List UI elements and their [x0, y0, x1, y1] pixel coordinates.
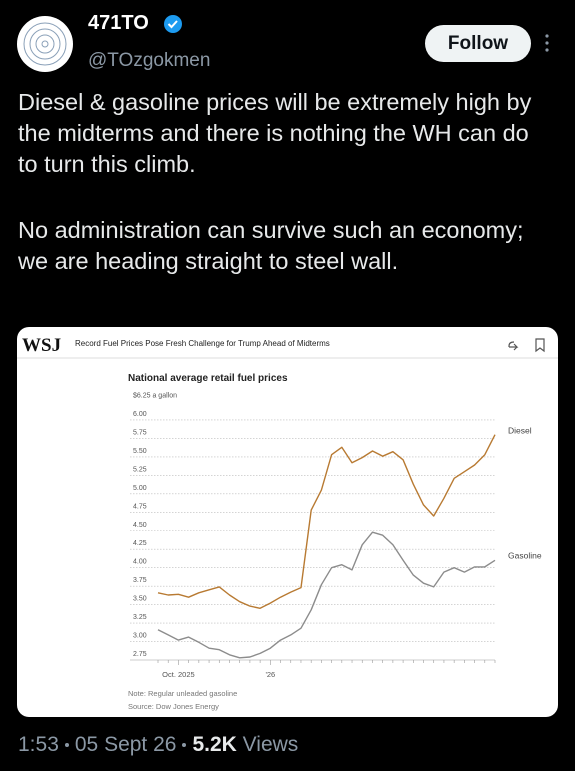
avatar — [17, 16, 73, 72]
separator — [182, 743, 187, 748]
bookmark-icon[interactable] — [535, 338, 545, 353]
link-card[interactable] — [17, 327, 558, 717]
y-tick-label: 4.50 — [133, 522, 147, 529]
y-tick-label: 3.50 — [133, 596, 147, 603]
y-tick-label: 4.75 — [133, 503, 147, 510]
card-headline: Record Fuel Prices Pose Fresh Challenge … — [75, 339, 330, 348]
views-count: 5.2K — [192, 733, 237, 756]
tweet-text: Diesel & gasoline prices will be extreme… — [18, 89, 532, 177]
x-tick-label: Oct. 2025 — [162, 670, 195, 679]
y-tick-label: 3.75 — [133, 577, 147, 584]
y-tick-label: 5.75 — [133, 429, 147, 436]
y-tick-label: 3.00 — [133, 633, 147, 640]
series-label: Diesel — [508, 426, 532, 436]
separator — [64, 743, 69, 748]
chart-note: Note: Regular unleaded gasoline — [128, 689, 237, 698]
tweet-meta: 1:53 05 Sept 26 5.2K Views — [18, 733, 298, 757]
share-icon[interactable] — [508, 341, 519, 351]
y-tick-label: $6.25 a gallon — [133, 393, 177, 400]
y-tick-label: 4.00 — [133, 559, 147, 566]
handle[interactable]: @TOzgokmen — [88, 50, 211, 71]
views-label: Views — [242, 733, 299, 756]
series-line — [157, 434, 496, 609]
y-tick-label: 2.75 — [133, 651, 147, 658]
series-label: Gasoline — [508, 550, 542, 560]
y-tick-label: 3.25 — [133, 614, 147, 621]
chart-title: National average retail fuel prices — [128, 373, 288, 384]
y-tick-label: 5.50 — [133, 448, 147, 455]
more-menu[interactable] — [545, 34, 549, 52]
verified-badge — [164, 15, 182, 33]
tweet-text: No administration can survive such an ec… — [18, 217, 524, 274]
y-tick-label: 5.00 — [133, 485, 147, 492]
chart-source: Source: Dow Jones Energy — [128, 702, 219, 711]
date[interactable]: 05 Sept 26 — [74, 733, 177, 756]
y-tick-label: 5.25 — [133, 466, 147, 473]
y-tick-label: 4.25 — [133, 540, 147, 547]
time: 1:53 — [18, 733, 59, 756]
plot: 2.75 3.00 3.25 3.50 3.75 4.00 4.25 4.50 4.75 5.00… — [130, 393, 542, 679]
follow-button[interactable]: Follow — [425, 25, 531, 62]
y-tick-label: 6.00 — [133, 411, 147, 418]
series-line — [157, 531, 496, 659]
display-name[interactable]: 471TO — [88, 12, 149, 34]
card-logo: WSJ — [22, 335, 61, 356]
x-tick-label: '26 — [265, 670, 275, 679]
